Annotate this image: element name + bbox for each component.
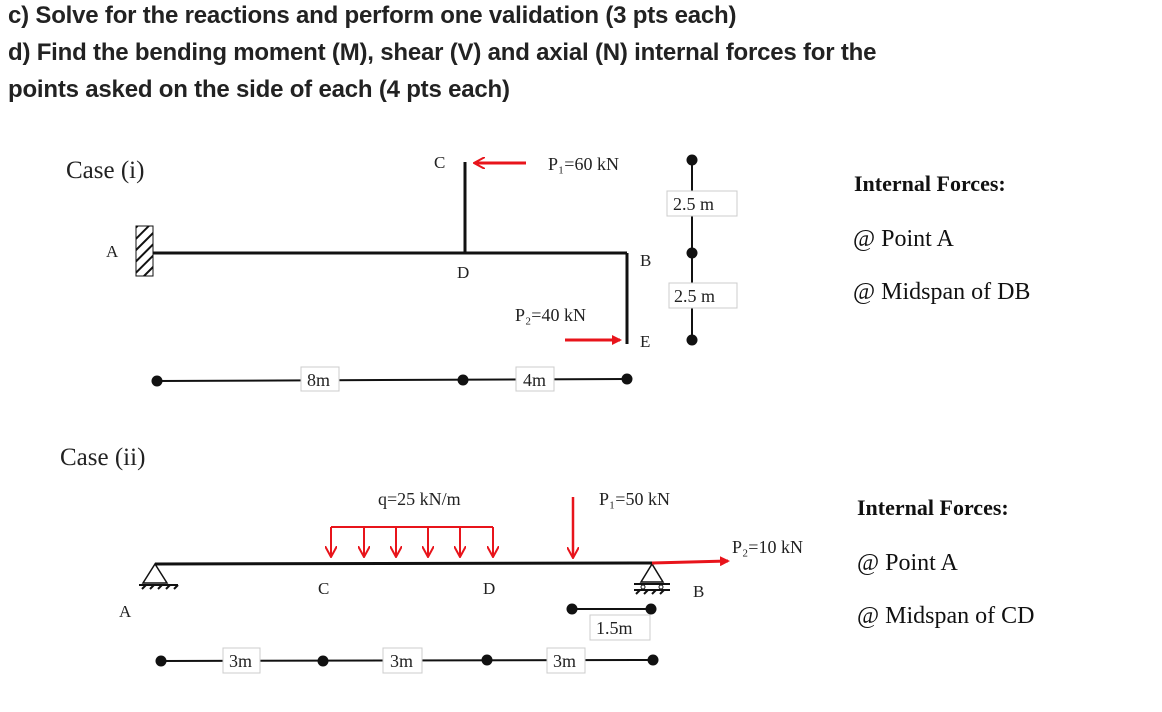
dim-h-1: 3m [229, 651, 252, 671]
case-2-title: Case (ii) [60, 444, 145, 471]
horizontal-dimension: 3m 3m 3m [155, 647, 659, 674]
question-d-line2: points asked on the side of each (4 pts … [8, 76, 510, 103]
beam-ab [154, 561, 656, 566]
case-2-internal-forces: Internal Forces: @ Point A @ Midspan of … [857, 495, 1034, 629]
question-c: c) Solve for the reactions and perform o… [8, 2, 737, 29]
dim-h-2: 3m [390, 651, 413, 671]
roller-support-icon [634, 562, 670, 595]
distributed-load-icon [331, 526, 493, 556]
node-label-e: E [640, 332, 650, 351]
node-label-c: C [318, 579, 329, 598]
internal-forces-header: Internal Forces: [857, 495, 1009, 520]
node-label-b: B [693, 582, 704, 601]
internal-force-item: @ Point A [853, 226, 954, 252]
dim-h-1: 8m [307, 370, 330, 390]
internal-force-item: @ Point A [857, 550, 958, 576]
node-label-d: D [457, 263, 469, 282]
dim-h-3: 3m [553, 651, 576, 671]
node-label-b: B [640, 251, 651, 270]
load-q-label: q=25 kN/m [378, 489, 461, 509]
pin-support-icon [139, 562, 179, 590]
question-d-line1: d) Find the bending moment (M), shear (V… [8, 39, 877, 66]
case-2-diagram: Case (ii) A B C D [60, 444, 1034, 674]
vertical-dimension: 2.5 m 2.5 m [666, 154, 738, 346]
node-label-a: A [119, 602, 132, 621]
case-1-title: Case (i) [66, 157, 144, 184]
load-p2-label: P₂=10 kN [732, 537, 803, 557]
internal-force-item: @ Midspan of DB [853, 279, 1030, 305]
dim-v-2: 2.5 m [674, 286, 715, 306]
case-1-internal-forces: Internal Forces: @ Point A @ Midspan of … [853, 171, 1030, 305]
offset-dimension: 1.5m [566, 603, 657, 641]
node-label-d: D [483, 579, 495, 598]
load-p1-label: P₁=60 kN [548, 154, 619, 174]
dim-v-1: 2.5 m [673, 194, 714, 214]
fixed-support-icon [135, 225, 154, 277]
case-1-diagram: Case (i) A C D B E P₁=60 kN P₂=40 kN 2.5… [66, 153, 1030, 392]
node-label-a: A [106, 242, 119, 261]
dim-h-2: 4m [523, 370, 546, 390]
load-p1-label: P₁=50 kN [599, 489, 670, 509]
node-label-c: C [434, 153, 445, 172]
load-p2-arrow-icon [651, 556, 730, 567]
load-p2-label: P₂=40 kN [515, 305, 586, 325]
internal-forces-header: Internal Forces: [854, 171, 1006, 196]
internal-force-item: @ Midspan of CD [857, 603, 1034, 629]
dim-offset: 1.5m [596, 618, 633, 638]
horizontal-dimension: 8m 4m [151, 366, 633, 392]
